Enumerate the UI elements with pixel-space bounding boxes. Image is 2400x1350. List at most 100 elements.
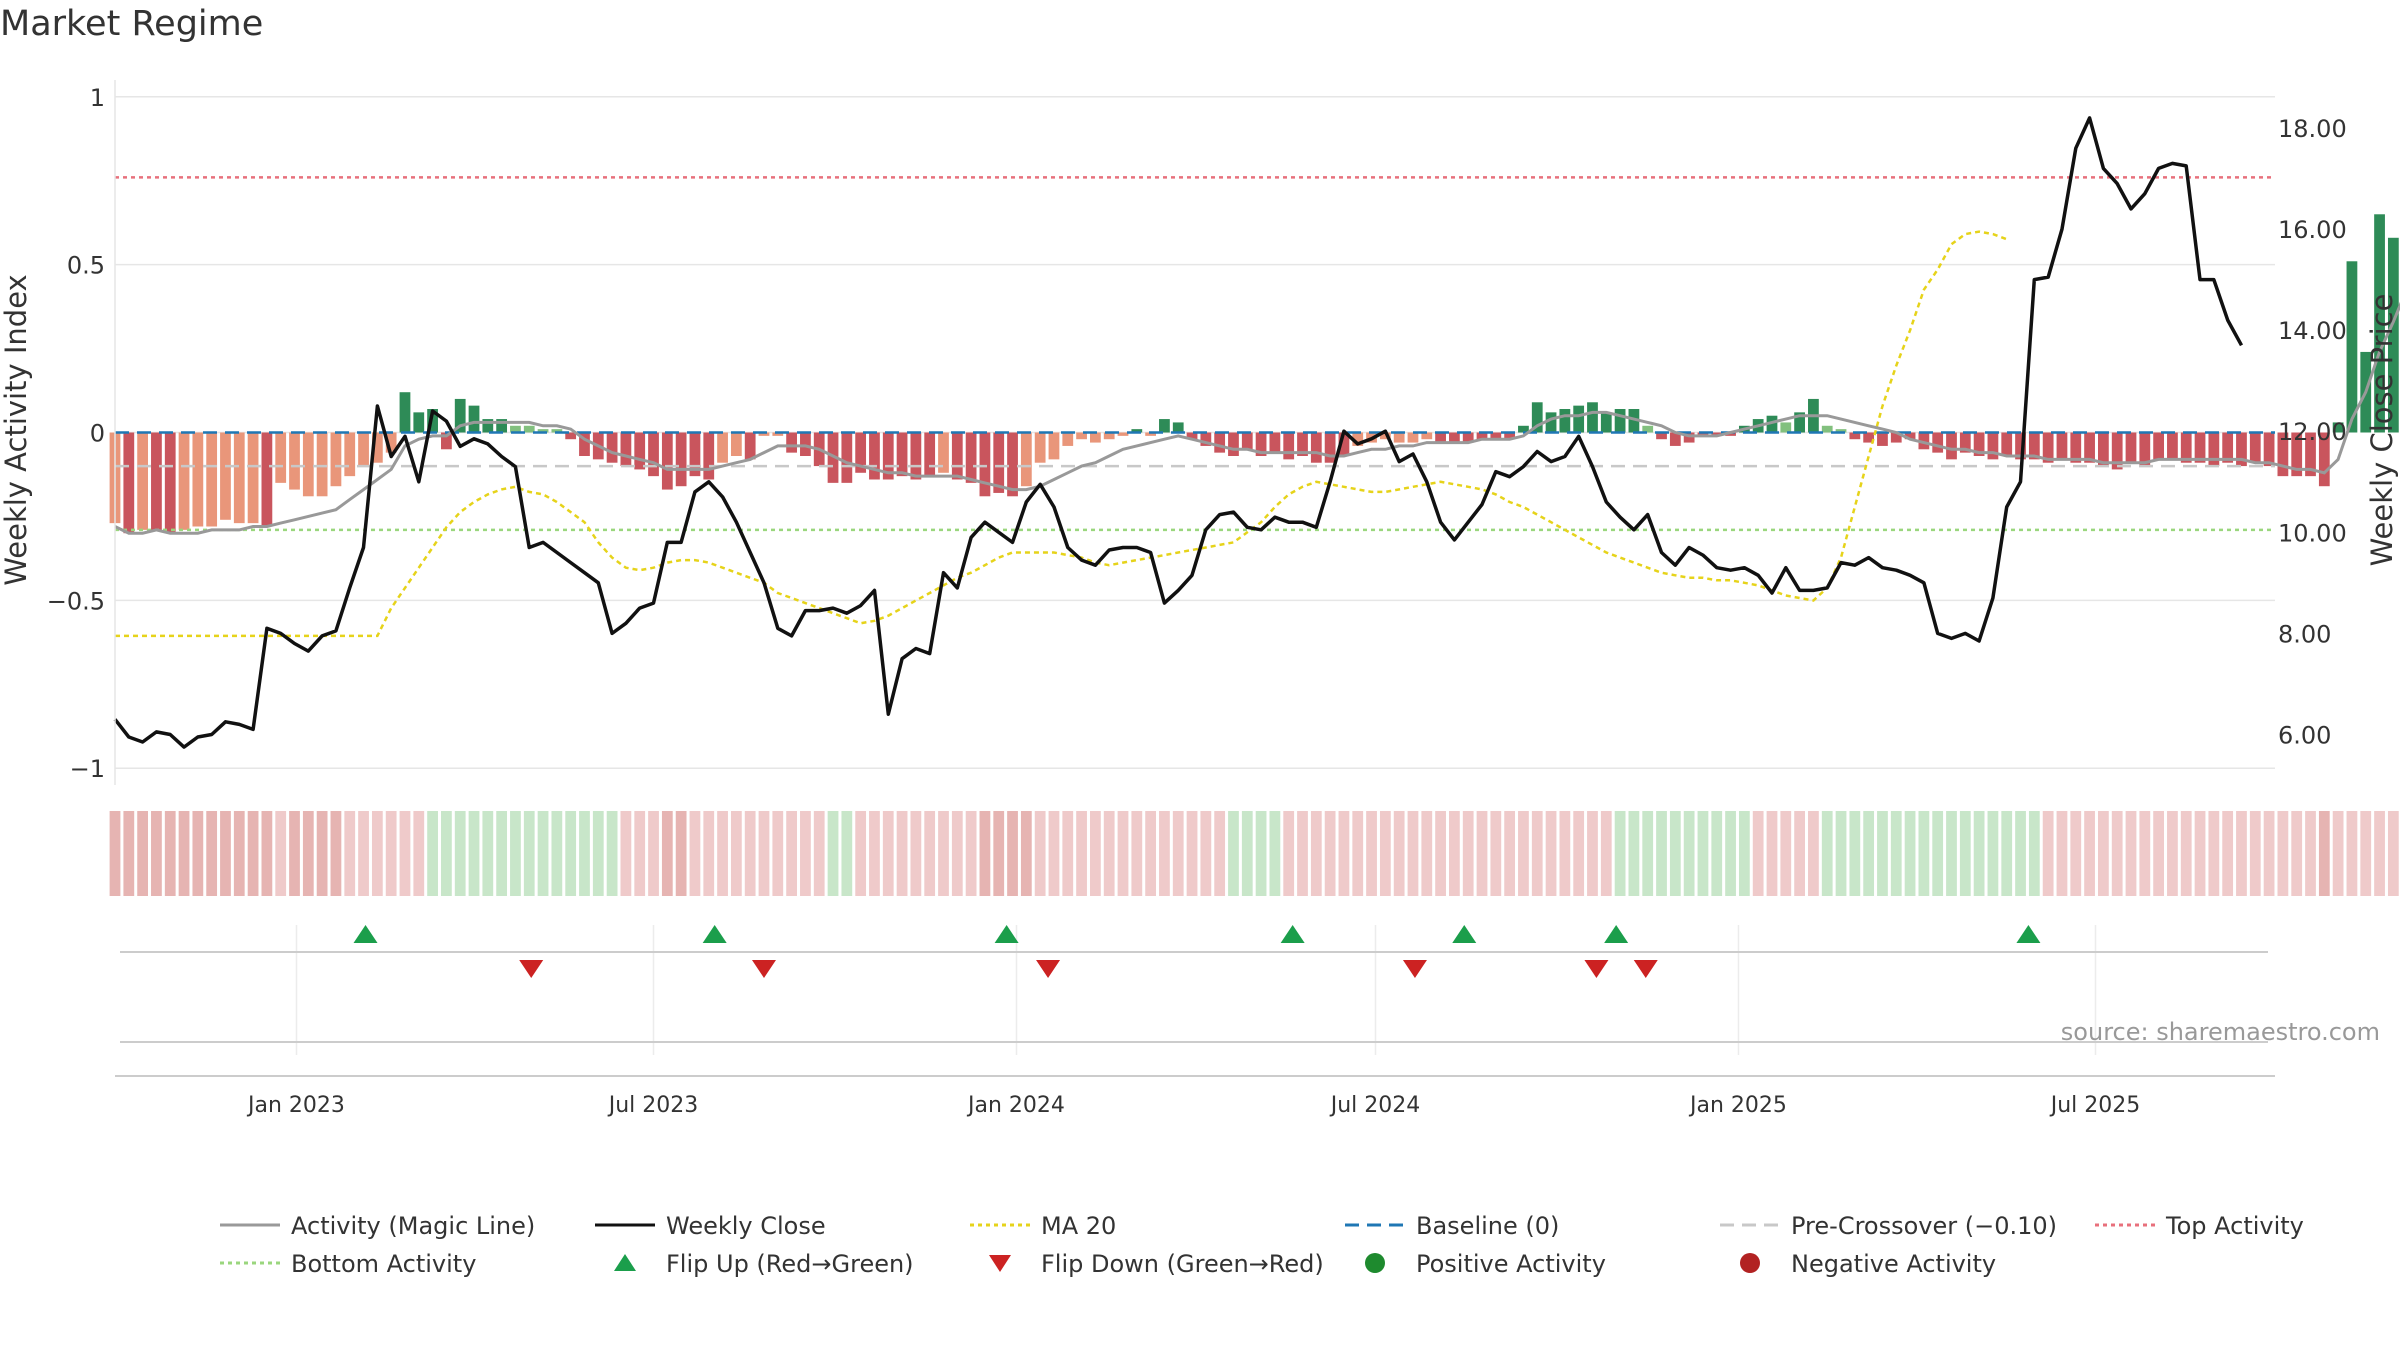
flip-down-marker [1402,960,1427,978]
strip-cell [620,811,632,896]
activity-bar [2263,432,2275,467]
strip-cell [592,811,604,896]
activity-bar [1545,412,1557,433]
flip-down-marker [1633,960,1658,978]
legend-label: MA 20 [1041,1212,1116,1240]
right-tick-label: 12.00 [2278,418,2347,446]
activity-bar [1600,412,1612,433]
strip-cell [192,811,204,896]
activity-bar [302,432,314,497]
activity-bar [1214,432,1226,453]
activity-bar [1269,432,1281,453]
strip-cell [1131,811,1143,896]
strip-cell [1103,811,1115,896]
strip-cell [2387,811,2399,896]
activity-bar [1089,432,1101,443]
activity-bar [261,432,273,527]
strip-cell [1214,811,1226,896]
strip-cell [772,811,784,896]
x-tick-label: Jul 2024 [1329,1093,1421,1118]
activity-bar [1297,432,1308,456]
activity-bar [1283,432,1295,460]
activity-bar [924,432,936,477]
flip-down-marker [1584,960,1609,978]
activity-bar [620,432,632,467]
activity-bar [565,432,577,440]
strip-cell [2360,811,2372,896]
activity-bar [330,432,342,487]
activity-bar [2111,432,2123,470]
activity-bar [730,432,742,456]
flip-up-marker [1452,925,1477,943]
activity-bar [1490,432,1502,440]
activity-bar [413,412,425,433]
strip-cell [330,811,342,896]
strip-cell [1228,811,1239,896]
strip-cell [1656,811,1667,896]
activity-bar [2387,237,2399,433]
series-lines [113,116,2400,749]
strip-cell [385,811,397,896]
legend-label: Negative Activity [1791,1250,1996,1278]
activity-bar [1462,432,1474,443]
activity-bar [979,432,991,497]
strip-cell [2346,811,2358,896]
activity-bar [247,432,259,524]
legend-swatch [1740,1253,1760,1273]
strip-cell [123,811,135,896]
strip-cell [855,811,867,896]
regime-strip [109,811,2399,896]
activity-bar [151,432,162,530]
activity-bar [1186,432,1198,440]
activity-bar [551,429,563,433]
strip-cell [703,811,715,896]
x-tick-label: Jul 2025 [2049,1093,2141,1118]
strip-cell [1159,811,1170,896]
strip-cell [2236,811,2247,896]
activity-bar [1145,432,1157,436]
strip-cell [1738,811,1750,896]
right-tick-label: 6.00 [2278,721,2331,749]
strip-cell [289,811,300,896]
strip-cell [1697,811,1709,896]
strip-cell [1559,811,1571,896]
activity-bar [2194,432,2206,463]
strip-cell [1089,811,1101,896]
activity-bar [1379,432,1391,440]
weekly-close-line [113,116,2244,749]
strip-cell [468,811,480,896]
strip-cell [841,811,853,896]
activity-bar [2001,432,2013,456]
magic-line [114,301,2400,535]
activity-bar [1007,432,1018,497]
activity-bar [1338,432,1350,456]
ma20-line [115,230,2008,638]
strip-cell [151,811,162,896]
activity-bar [1131,429,1143,433]
activity-bar [2015,432,2026,460]
legend-swatch [614,1254,636,1271]
strip-cell [2194,811,2206,896]
strip-cell [1973,811,1985,896]
activity-bar [634,432,646,470]
activity-bar [1669,432,1681,446]
strip-cell [689,811,701,896]
strip-cell [2084,811,2095,896]
activity-bar [2167,432,2178,460]
flip-up-marker [994,925,1019,943]
strip-cell [1918,811,1930,896]
x-tick-label: Jan 2023 [246,1093,345,1118]
legend-label: Pre-Crossover (−0.10) [1791,1212,2057,1240]
activity-bar [800,432,811,456]
strip-cell [2139,811,2151,896]
activity-bar [496,419,508,433]
activity-bar [192,432,204,527]
strip-cell [1324,811,1336,896]
flip-down-marker [751,960,776,978]
strip-cell [1407,811,1419,896]
activity-bar [2208,432,2220,467]
legend-label: Baseline (0) [1416,1212,1559,1240]
activity-bar [841,432,853,483]
strip-cell [1297,811,1308,896]
activity-bar [1697,432,1709,436]
